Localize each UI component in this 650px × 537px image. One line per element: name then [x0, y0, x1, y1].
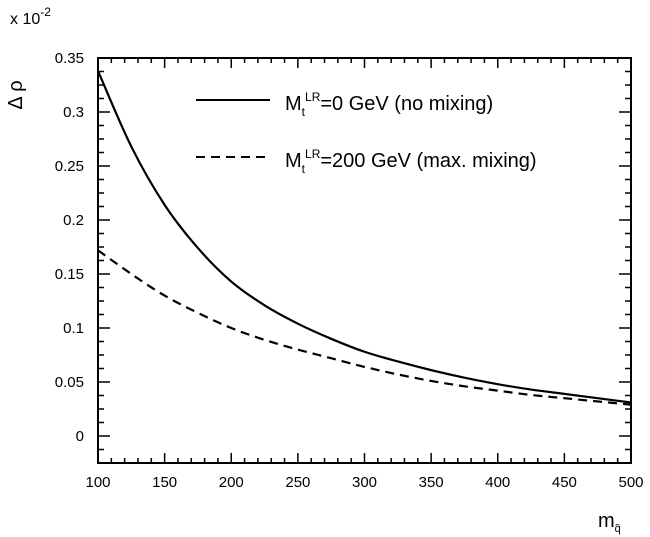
y-axis-title: Δ ρ: [5, 80, 27, 109]
legend: MtLR=0 GeV (no mixing) MtLR=200 GeV (max…: [196, 90, 537, 176]
legend-label-no-mixing: MtLR=0 GeV (no mixing): [285, 90, 493, 119]
y-tick-label: 0.2: [63, 212, 84, 229]
y-tick-label: 0.15: [55, 266, 84, 283]
plot-frame: [97, 57, 632, 464]
y-tick-label: 0.25: [55, 158, 84, 175]
x-tick-label: 450: [552, 474, 577, 491]
x-tick-label: 100: [85, 474, 110, 491]
x-tick-label: 150: [152, 474, 177, 491]
x-tick-label: 300: [352, 474, 377, 491]
series-line-max-mixing: [97, 249, 632, 406]
x-tick-label: 500: [618, 474, 643, 491]
x-tick-label: 350: [419, 474, 444, 491]
y-tick-label: 0.1: [63, 320, 84, 337]
series-line-no-mixing: [96, 70, 632, 404]
x-tick-label: 250: [285, 474, 310, 491]
y-tick-label: 0.05: [55, 374, 84, 391]
ticks: 100 150 200 250 300 350 400 450 500 0 0.05 0.1 0.15 0…: [55, 50, 644, 491]
series-layer: [96, 70, 632, 406]
y-multiplier: x 10-2: [10, 5, 51, 28]
y-tick-label: 0.3: [63, 104, 84, 121]
x-tick-label: 200: [219, 474, 244, 491]
legend-label-max-mixing: MtLR=200 GeV (max. mixing): [285, 147, 537, 176]
x-axis-title: mq̃: [598, 510, 621, 535]
y-tick-label: 0.35: [55, 50, 84, 67]
y-tick-label: 0: [76, 428, 84, 445]
x-tick-label: 400: [485, 474, 510, 491]
